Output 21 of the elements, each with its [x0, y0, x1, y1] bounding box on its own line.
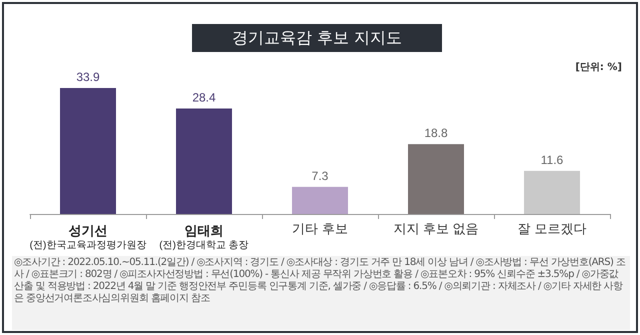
x-tick-label: 기타 후보 [292, 221, 348, 236]
chart-subtitle: [단위: %] [575, 61, 622, 74]
data-label: 18.8 [424, 126, 448, 140]
bar [292, 186, 348, 214]
data-label: 33.9 [76, 70, 100, 84]
bar [176, 108, 232, 214]
x-tick-label: 지지 후보 없음 [393, 221, 479, 236]
text: ◎조사기간 : 2022.05.10.~05.11.(2일간) / ◎조사지역 : 경기도 / ◎조사대상 : 경기도 거주 만 18세 이상 남녀 / ◎조사방법 : 무선 가상번호(ARS) 조 [14, 257, 626, 268]
x-tick-label: 임태희 (전)한경대학교 총장 [159, 223, 249, 251]
x-tick-label: 성기선 (전)한국교육과정평가원장 [30, 223, 146, 251]
chart-title: 경기교육감 후보 지지도 [192, 24, 442, 52]
text: 은 중앙선거여론조사심의위원회 홈페이지 참조 [14, 293, 210, 304]
bar [60, 88, 116, 214]
data-label: 11.6 [540, 152, 564, 167]
bar [408, 144, 464, 214]
text: 산출 및 적용방법 : 2022년 4월 말 기준 행정안전부 주민등록 인구통계 기준, 셀가중 / ◎응답률 : 6.5% / ◎의뢰기관 : 자체조사 / ◎기타 자세한 사항 [14, 281, 622, 292]
x-tick-label: 잘 모르겠다 [518, 221, 586, 236]
bar [524, 170, 580, 214]
data-label: 7.3 [312, 168, 329, 183]
text: 사 / ◎표본크기 : 802명 / ◎피조사자선정방법 : 무선(100%) - 통신사 제공 무작위 가상번호 활용 / ◎표본오차 : 95% 신뢰수준 ±3.5%p / ◎가중값 [14, 269, 618, 280]
data-label: 28.4 [192, 90, 216, 104]
